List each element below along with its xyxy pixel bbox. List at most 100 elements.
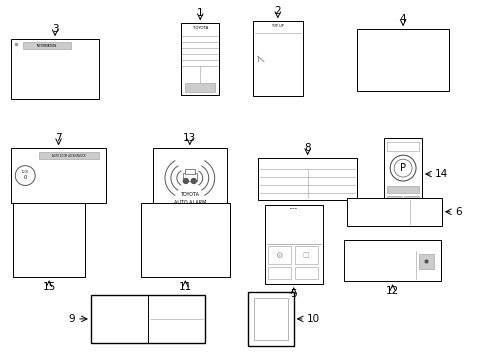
Text: 10: 10 [306, 314, 319, 324]
Bar [25, 81, 55, 85]
Bar [346, 264, 438, 272]
Bar [39, 163, 87, 167]
Polygon shape [201, 239, 211, 247]
Text: TOP UP: TOP UP [271, 24, 284, 28]
Text: 6: 6 [454, 207, 461, 217]
Bar [19, 219, 69, 224]
Bar [267, 247, 290, 264]
Bar [252, 21, 302, 30]
Bar [19, 235, 64, 239]
Bar [384, 138, 421, 210]
Bar [264, 205, 322, 284]
Circle shape [15, 166, 35, 185]
Bar [25, 89, 65, 93]
Text: 13: 13 [183, 133, 196, 143]
Text: P: P [399, 163, 405, 173]
Bar [151, 300, 200, 332]
Text: 2: 2 [274, 6, 281, 16]
Bar [294, 247, 317, 264]
Bar [266, 215, 320, 224]
Bar [181, 23, 219, 95]
Bar [266, 235, 320, 239]
Polygon shape [264, 51, 289, 81]
Bar [346, 198, 441, 226]
Bar [247, 292, 293, 346]
Text: 11: 11 [178, 282, 192, 292]
Circle shape [389, 155, 415, 181]
Bar [346, 253, 438, 261]
Bar [95, 300, 143, 308]
Bar [257, 158, 357, 200]
Text: 14: 14 [434, 169, 447, 179]
Text: 15: 15 [42, 282, 56, 292]
Bar [91, 295, 205, 343]
Circle shape [191, 179, 196, 184]
Polygon shape [21, 185, 65, 203]
Text: AUTO ALARM: AUTO ALARM [173, 200, 205, 205]
Bar [39, 170, 79, 174]
Text: 8: 8 [304, 143, 310, 153]
Bar [266, 227, 320, 233]
Bar [253, 298, 287, 340]
Bar [11, 39, 99, 99]
Bar [39, 152, 99, 159]
Bar [386, 142, 418, 151]
Bar [311, 190, 339, 196]
Bar [294, 267, 317, 279]
Bar [144, 239, 209, 247]
Bar [260, 160, 355, 167]
Bar [266, 207, 320, 212]
Bar [252, 21, 302, 96]
Bar [13, 203, 85, 277]
Bar [346, 243, 438, 251]
Bar [11, 148, 105, 203]
Bar [359, 67, 446, 75]
Bar [357, 29, 448, 91]
Text: 9: 9 [68, 314, 75, 324]
Bar [141, 203, 230, 277]
Bar [387, 143, 401, 150]
Text: 1: 1 [197, 8, 203, 18]
Bar [359, 77, 446, 85]
Bar [254, 319, 286, 339]
Bar [25, 65, 61, 69]
Bar [144, 211, 214, 219]
Bar [19, 244, 57, 249]
Bar [39, 191, 91, 195]
Text: 7: 7 [55, 133, 62, 143]
Bar [349, 213, 439, 221]
Text: □: □ [302, 252, 309, 258]
Bar [184, 169, 194, 174]
Bar [19, 227, 51, 231]
Text: 5: 5 [290, 289, 296, 299]
Bar [181, 23, 219, 32]
Bar [25, 57, 75, 61]
Polygon shape [184, 252, 194, 260]
Text: AUTO DOOR LOCK/UNLOCK: AUTO DOOR LOCK/UNLOCK [52, 154, 85, 158]
Bar [39, 184, 74, 188]
Bar [95, 312, 143, 318]
Bar [262, 190, 289, 196]
Bar [418, 255, 433, 269]
Bar [403, 196, 418, 205]
Text: 4: 4 [399, 14, 406, 24]
Bar [359, 37, 446, 45]
Circle shape [393, 159, 411, 177]
Bar [144, 252, 192, 260]
Text: TOYOTA: TOYOTA [192, 26, 207, 30]
Text: ─ ─ ─: ─ ─ ─ [290, 207, 296, 211]
Bar [349, 202, 439, 210]
Circle shape [183, 179, 188, 184]
Text: ⚙: ⚙ [275, 251, 283, 260]
Bar [25, 73, 71, 77]
Bar [359, 47, 446, 55]
Polygon shape [206, 211, 216, 219]
Bar [267, 267, 290, 279]
Bar [152, 148, 226, 213]
Text: LOCK: LOCK [21, 170, 29, 174]
Bar [19, 255, 47, 260]
Text: INFORMATION: INFORMATION [37, 44, 57, 48]
Bar [183, 173, 196, 181]
Bar [254, 299, 286, 319]
Bar [185, 83, 215, 92]
